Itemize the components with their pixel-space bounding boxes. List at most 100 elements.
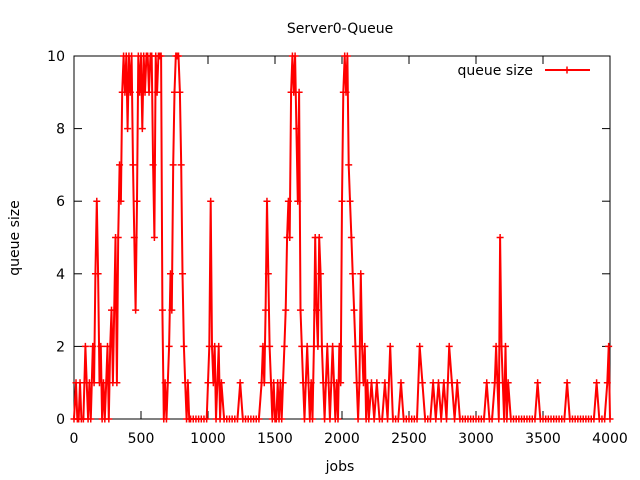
data-point-marker bbox=[593, 379, 601, 387]
data-point-marker bbox=[335, 342, 343, 350]
data-point-marker bbox=[295, 88, 303, 96]
data-point-marker bbox=[296, 306, 304, 314]
data-point-marker bbox=[94, 270, 102, 278]
data-point-marker bbox=[266, 342, 274, 350]
x-tick-label: 3000 bbox=[458, 431, 494, 447]
data-point-marker bbox=[168, 306, 176, 314]
y-tick-label: 2 bbox=[56, 339, 65, 355]
x-tick-label: 500 bbox=[128, 431, 155, 447]
data-point-marker bbox=[132, 306, 140, 314]
data-point-marker bbox=[313, 306, 321, 314]
data-point-marker bbox=[357, 270, 365, 278]
data-point-marker bbox=[347, 234, 355, 241]
data-point-marker bbox=[158, 306, 166, 314]
data-point-marker bbox=[81, 342, 89, 350]
data-point-marker bbox=[165, 342, 173, 350]
data-point-marker bbox=[488, 415, 496, 423]
data-point-marker bbox=[292, 125, 300, 133]
data-point-marker bbox=[133, 197, 141, 205]
data-point-marker bbox=[203, 415, 211, 423]
legend-label: queue size bbox=[458, 63, 533, 79]
data-point-marker bbox=[279, 379, 287, 387]
data-point-marker bbox=[343, 52, 351, 60]
y-tick-label: 10 bbox=[47, 49, 65, 65]
data-point-marker bbox=[483, 379, 491, 387]
data-point-marker bbox=[129, 161, 137, 169]
data-point-marker bbox=[381, 379, 389, 387]
data-point-marker bbox=[149, 161, 157, 169]
data-point-marker bbox=[603, 379, 611, 387]
data-point-marker bbox=[102, 379, 110, 387]
data-point-marker bbox=[116, 161, 124, 169]
data-point-marker bbox=[317, 270, 325, 278]
data-point-marker bbox=[342, 88, 350, 96]
x-tick-label: 0 bbox=[70, 431, 79, 447]
data-point-marker bbox=[286, 234, 294, 241]
x-axis: 0 500 1000 1500 2000 2500 3000 3500 4000 bbox=[70, 56, 628, 447]
data-point-marker bbox=[291, 52, 299, 60]
data-point-marker bbox=[263, 197, 271, 205]
legend-marker bbox=[563, 66, 571, 74]
data-point-marker bbox=[373, 379, 381, 387]
data-point-marker bbox=[166, 270, 174, 278]
data-point-marker bbox=[138, 125, 146, 133]
data-point-marker bbox=[334, 415, 342, 423]
data-point-marker bbox=[278, 415, 286, 423]
data-point-marker bbox=[418, 379, 426, 387]
data-point-marker bbox=[236, 379, 244, 387]
x-tick-label: 1000 bbox=[190, 431, 226, 447]
y-tick-label: 8 bbox=[56, 122, 65, 138]
data-point-marker bbox=[361, 342, 369, 350]
data-point-marker bbox=[217, 379, 225, 387]
data-point-marker bbox=[110, 306, 118, 314]
data-point-marker bbox=[106, 342, 114, 350]
data-point-marker bbox=[605, 342, 613, 350]
data-point-marker bbox=[416, 342, 424, 350]
plot-layer bbox=[70, 52, 614, 423]
data-point-marker bbox=[180, 342, 188, 350]
data-point-marker bbox=[349, 270, 357, 278]
data-point-marker bbox=[184, 379, 192, 387]
data-point-marker bbox=[153, 88, 161, 96]
x-tick-label: 4000 bbox=[592, 431, 628, 447]
data-point-marker bbox=[179, 270, 187, 278]
data-point-marker bbox=[157, 52, 165, 60]
x-tick-label: 1500 bbox=[257, 431, 293, 447]
data-point-marker bbox=[309, 415, 317, 423]
data-point-marker bbox=[338, 197, 346, 205]
data-point-marker bbox=[260, 379, 268, 387]
data-point-marker bbox=[315, 234, 323, 241]
data-point-marker bbox=[264, 270, 272, 278]
data-point-marker bbox=[386, 342, 394, 350]
data-point-marker bbox=[113, 379, 121, 387]
data-point-marker bbox=[259, 342, 267, 350]
data-point-marker bbox=[262, 306, 270, 314]
y-tick-label: 0 bbox=[56, 412, 65, 428]
data-point-marker bbox=[303, 342, 311, 350]
x-tick-label: 3500 bbox=[525, 431, 561, 447]
data-point-marker bbox=[207, 197, 215, 205]
data-point-marker bbox=[280, 342, 288, 350]
data-point-marker bbox=[162, 415, 170, 423]
legend: queue size bbox=[458, 63, 590, 79]
y-tick-label: 6 bbox=[56, 194, 65, 210]
y-tick-label: 4 bbox=[56, 267, 65, 283]
data-point-marker bbox=[501, 342, 509, 350]
data-point-marker bbox=[76, 379, 84, 387]
data-point-marker bbox=[351, 342, 359, 350]
data-point-marker bbox=[117, 197, 125, 205]
data-point-marker bbox=[97, 342, 105, 350]
data-point-marker bbox=[145, 88, 153, 96]
y-axis: 0 2 4 6 8 10 bbox=[47, 49, 610, 428]
data-point-marker bbox=[177, 161, 185, 169]
data-point-marker bbox=[496, 234, 504, 241]
data-point-marker bbox=[453, 379, 461, 387]
data-point-marker bbox=[176, 88, 184, 96]
data-point-marker bbox=[606, 415, 614, 423]
data-point-marker bbox=[124, 125, 132, 133]
data-point-marker bbox=[150, 234, 158, 241]
data-point-marker bbox=[164, 379, 172, 387]
data-point-marker bbox=[345, 161, 353, 169]
data-point-marker bbox=[445, 342, 453, 350]
